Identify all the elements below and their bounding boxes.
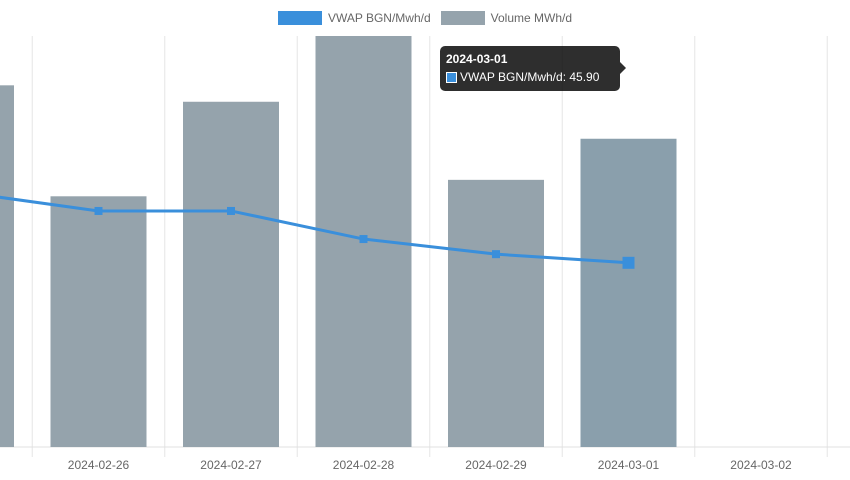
x-axis: 2024-02-26 2024-02-27 2024-02-28 2024-02-29… xyxy=(68,458,792,472)
vwap-point xyxy=(492,250,500,259)
legend-swatch-vwap xyxy=(277,11,322,25)
vwap-point xyxy=(359,235,368,244)
vwap-point xyxy=(227,206,235,215)
vwap-point xyxy=(94,206,103,215)
x-tick-label: 2024-03-02 xyxy=(730,458,792,472)
vwap-line-series xyxy=(0,195,635,269)
chart-legend: VWAP BGN/Mwh/d Volume MWh/d xyxy=(0,8,850,28)
volume-bars xyxy=(0,36,677,447)
x-tick-label: 2024-02-29 xyxy=(465,458,527,472)
volume-bar xyxy=(183,101,279,447)
tooltip-title: 2024-03-01 xyxy=(446,52,508,66)
volume-bar xyxy=(50,196,147,447)
tooltip-swatch xyxy=(446,71,457,83)
legend-item-volume[interactable]: Volume MWh/d xyxy=(440,11,573,25)
tooltip-caret xyxy=(620,62,626,74)
volume-bar xyxy=(448,179,544,447)
legend-label-volume: Volume MWh/d xyxy=(490,11,573,25)
x-tick-label: 2024-02-26 xyxy=(68,458,130,472)
vwap-point-active xyxy=(622,256,635,269)
tooltip-row: VWAP BGN/Mwh/d: 45.90 xyxy=(446,70,614,84)
legend-label-vwap: VWAP BGN/Mwh/d xyxy=(327,11,431,25)
volume-bar xyxy=(0,85,14,447)
volume-bar xyxy=(580,138,677,447)
x-tick-label: 2024-02-27 xyxy=(200,458,262,472)
x-tick-label: 2024-03-01 xyxy=(598,458,660,472)
x-tick-label: 2024-02-28 xyxy=(333,458,395,472)
chart-tooltip: 2024-03-01 VWAP BGN/Mwh/d: 45.90 xyxy=(440,46,626,91)
vwap-line xyxy=(0,195,629,265)
tooltip-text: VWAP BGN/Mwh/d: 45.90 xyxy=(460,70,600,84)
grid-lines xyxy=(0,36,850,457)
legend-item-vwap[interactable]: VWAP BGN/Mwh/d xyxy=(277,11,431,25)
legend-swatch-volume xyxy=(440,11,485,25)
